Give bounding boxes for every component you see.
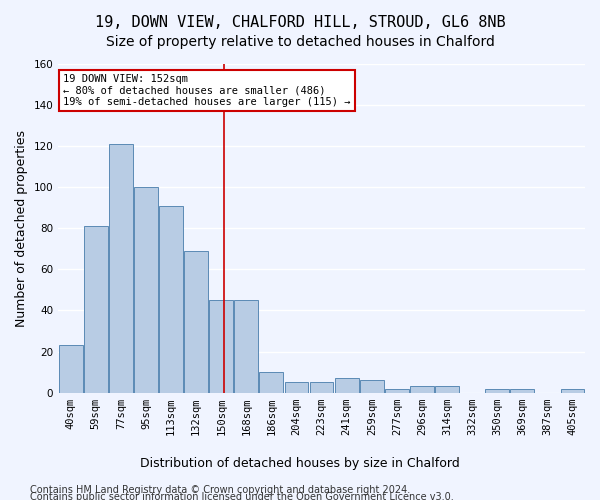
Text: Distribution of detached houses by size in Chalford: Distribution of detached houses by size … [140,458,460,470]
Text: 19, DOWN VIEW, CHALFORD HILL, STROUD, GL6 8NB: 19, DOWN VIEW, CHALFORD HILL, STROUD, GL… [95,15,505,30]
Bar [385,388,409,392]
Bar [59,346,83,393]
Bar [435,386,459,392]
Bar [235,300,258,392]
Bar [184,251,208,392]
Bar [310,382,334,392]
Bar [84,226,108,392]
Bar [511,388,534,392]
Text: Contains HM Land Registry data © Crown copyright and database right 2024.: Contains HM Land Registry data © Crown c… [30,485,410,495]
Bar [134,187,158,392]
Text: 19 DOWN VIEW: 152sqm
← 80% of detached houses are smaller (486)
19% of semi-deta: 19 DOWN VIEW: 152sqm ← 80% of detached h… [64,74,351,107]
Bar [335,378,359,392]
Bar [360,380,383,392]
Bar [485,388,509,392]
Y-axis label: Number of detached properties: Number of detached properties [15,130,28,327]
Text: Size of property relative to detached houses in Chalford: Size of property relative to detached ho… [106,35,494,49]
Bar [259,372,283,392]
Text: Contains public sector information licensed under the Open Government Licence v3: Contains public sector information licen… [30,492,454,500]
Bar [410,386,434,392]
Bar [159,206,183,392]
Bar [560,388,584,392]
Bar [284,382,308,392]
Bar [209,300,233,392]
Bar [109,144,133,392]
